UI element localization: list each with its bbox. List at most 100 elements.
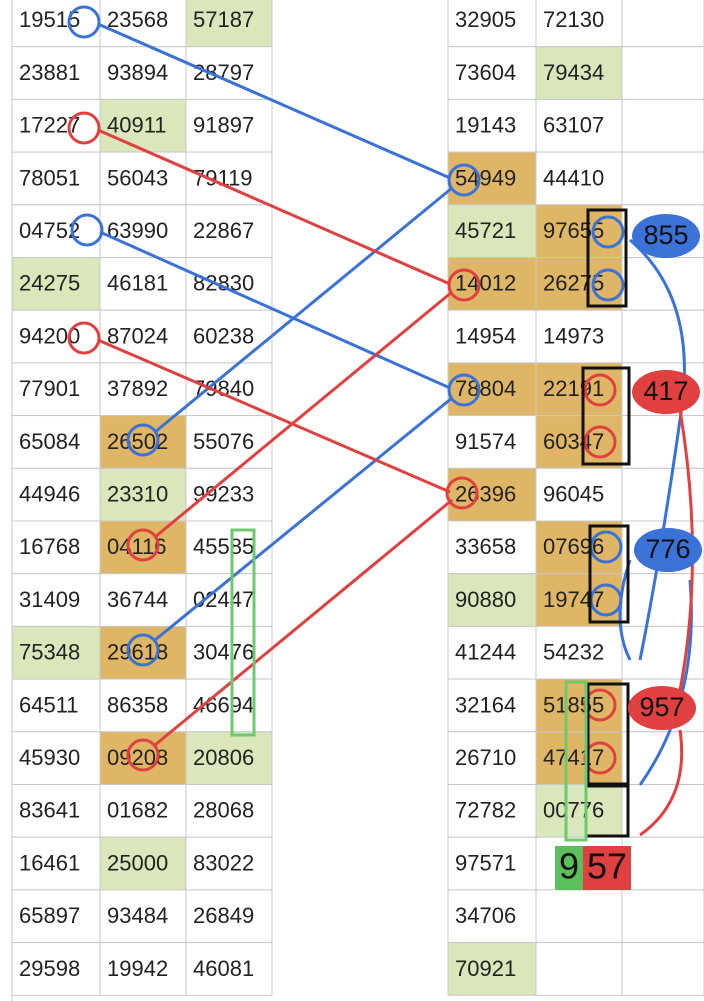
cell xyxy=(447,678,537,733)
cell xyxy=(11,415,101,469)
cell-text: 14012 xyxy=(455,271,516,296)
cell xyxy=(535,942,623,996)
cell-text: 32905 xyxy=(455,7,516,32)
cell-text: 73604 xyxy=(455,60,516,85)
cell xyxy=(447,625,537,680)
cell-text: 72782 xyxy=(455,798,516,823)
bubble-label: 776 xyxy=(645,534,690,564)
cell-text: 19942 xyxy=(107,956,168,981)
cell xyxy=(185,520,273,575)
cell xyxy=(447,309,537,364)
cell-text: 91897 xyxy=(193,113,254,138)
cell-text: 87024 xyxy=(107,323,168,348)
cell xyxy=(11,151,101,206)
cell xyxy=(447,520,537,575)
cell-text: 93484 xyxy=(107,903,168,928)
cell-text: 79119 xyxy=(193,165,253,190)
cell xyxy=(447,784,537,838)
cell xyxy=(535,415,623,469)
cell-text: 46181 xyxy=(107,271,168,296)
cell xyxy=(185,573,273,627)
cell xyxy=(99,836,187,891)
cell xyxy=(621,415,704,469)
cell-text: 46081 xyxy=(193,956,254,981)
cell-text: 44946 xyxy=(19,481,80,506)
cell-text: 26710 xyxy=(455,745,516,770)
cell xyxy=(11,204,101,259)
cell-text: 99233 xyxy=(193,481,254,506)
bubble-label: 957 xyxy=(639,692,684,722)
cell-text: 45585 xyxy=(193,534,254,559)
cell-text: 02447 xyxy=(193,587,254,612)
cell xyxy=(185,942,273,996)
cell-text: 78051 xyxy=(19,165,80,190)
cell-text: 20806 xyxy=(193,745,254,770)
cell-text: 72130 xyxy=(543,7,604,32)
cell xyxy=(535,573,623,627)
cell-text: 83641 xyxy=(19,798,80,823)
cell xyxy=(535,889,623,944)
cell xyxy=(11,836,101,891)
cell xyxy=(185,625,273,680)
left-edge xyxy=(0,0,13,1001)
cell-text: 28797 xyxy=(193,60,254,85)
cell-text: 77901 xyxy=(19,376,80,401)
cell xyxy=(621,257,704,311)
cell xyxy=(11,573,101,627)
cell xyxy=(185,204,273,259)
cell xyxy=(447,836,537,891)
cell-text: 45721 xyxy=(455,218,516,243)
cell xyxy=(11,889,101,944)
cell-text: 40911 xyxy=(107,113,167,138)
cell-text: 64511 xyxy=(19,692,79,717)
cell-text: 75348 xyxy=(19,640,80,665)
result-digit: 9 xyxy=(559,846,579,887)
cell-text: 37892 xyxy=(107,376,168,401)
cell-text: 78804 xyxy=(455,376,516,401)
cell-text: 90880 xyxy=(455,587,516,612)
cell xyxy=(447,573,537,627)
cell xyxy=(535,98,623,153)
cell xyxy=(535,0,623,48)
cell-text: 65897 xyxy=(19,903,80,928)
cell-text: 60238 xyxy=(193,323,254,348)
cell-text: 86358 xyxy=(107,692,168,717)
cell-text: 51855 xyxy=(543,692,604,717)
cell-text: 79840 xyxy=(193,376,254,401)
cell-text: 04752 xyxy=(19,218,80,243)
cell-text: 57187 xyxy=(193,7,254,32)
cell-text: 79434 xyxy=(543,60,604,85)
cell-text: 28068 xyxy=(193,798,254,823)
cell xyxy=(99,678,187,733)
cell xyxy=(99,889,187,944)
cell xyxy=(185,889,273,944)
cell-text: 97571 xyxy=(455,850,516,875)
cell xyxy=(11,784,101,838)
cell-text: 29598 xyxy=(19,956,80,981)
cell xyxy=(185,151,273,206)
cell-text: 44410 xyxy=(543,165,604,190)
cell xyxy=(185,46,273,100)
cell xyxy=(185,678,273,733)
cell xyxy=(535,678,623,733)
cell-text: 26396 xyxy=(455,481,516,506)
cell xyxy=(535,362,623,417)
cell xyxy=(447,46,537,100)
cell xyxy=(621,98,704,153)
annotations xyxy=(67,5,694,842)
bubble-label: 855 xyxy=(643,220,688,250)
cell-text: 83022 xyxy=(193,850,254,875)
cell xyxy=(535,731,623,785)
cell-text: 54949 xyxy=(455,165,516,190)
cell-text: 14973 xyxy=(543,323,604,348)
cell-text: 19143 xyxy=(455,113,516,138)
cell-text: 41244 xyxy=(455,640,516,665)
cell-text: 24275 xyxy=(19,271,80,296)
cell-text: 23568 xyxy=(107,7,168,32)
cell-text: 56043 xyxy=(107,165,168,190)
cell xyxy=(447,98,537,153)
cell xyxy=(621,151,704,206)
cell xyxy=(185,836,273,891)
